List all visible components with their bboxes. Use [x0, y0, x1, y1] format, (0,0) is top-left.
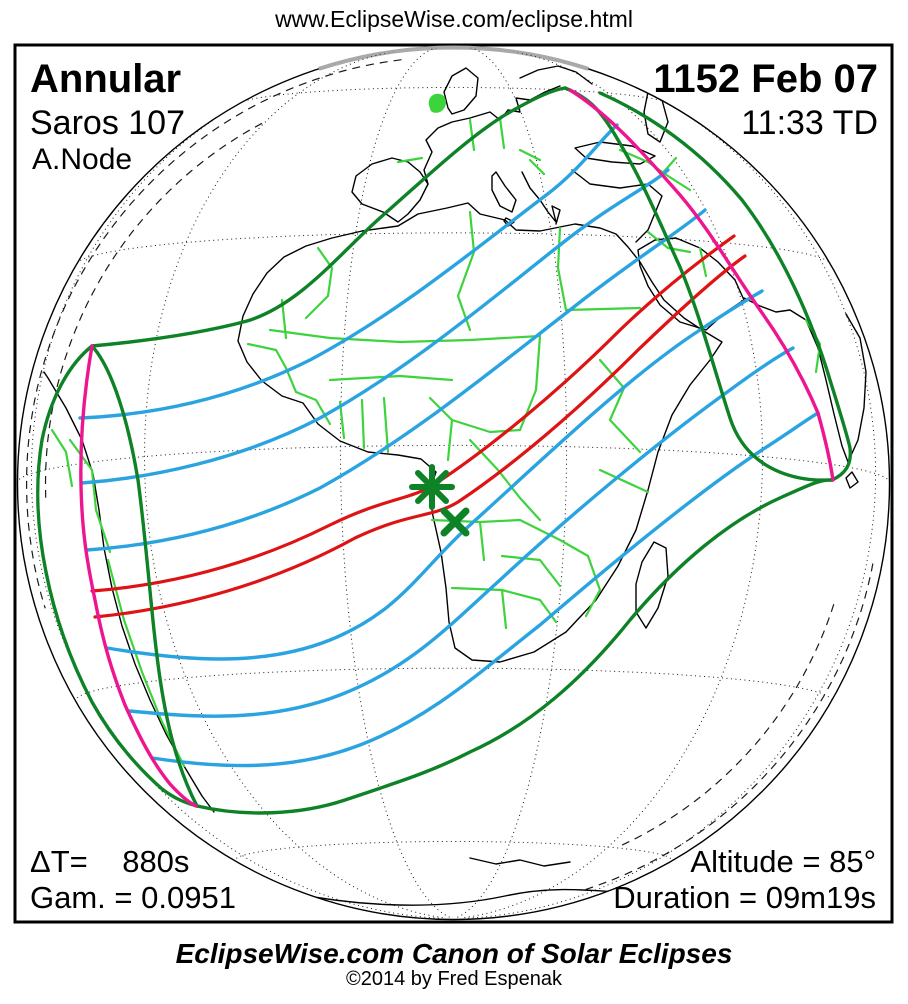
greatest-eclipse-marker — [409, 464, 455, 510]
limb-shading — [318, 45, 589, 71]
southern-limit-curve — [195, 478, 834, 815]
western-inner-limit-curve — [90, 344, 199, 808]
northern-limit-curve — [90, 86, 567, 348]
duration-label: Duration = 09m19s — [613, 880, 876, 915]
canon-title: EclipseWise.com Canon of Solar Eclipses — [175, 938, 733, 969]
map-frame-border — [13, 43, 894, 924]
sunrise-curve — [79, 344, 198, 808]
copyright-text: ©2014 by Fred Espenak — [346, 968, 562, 990]
western-outer-limit-curve — [36, 344, 199, 808]
page-url-text: www.EclipseWise.com/eclipse.html — [275, 6, 633, 32]
terminator-dashed-arcs — [26, 59, 875, 891]
altitude-label: Altitude = 85° — [690, 844, 876, 879]
eastern-inner-limit-curve — [563, 86, 834, 482]
ireland-landmass — [428, 93, 446, 113]
gamma-label: Gam. = 0.0951 — [30, 880, 236, 915]
eclipse-type-label: Annular — [30, 57, 182, 101]
sunrise-sunset-curves — [79, 88, 835, 808]
eastern-outer-limit-curve — [598, 91, 853, 482]
node-label: A.Node — [32, 143, 133, 176]
eclipse-time-label: 11:33 TD — [741, 104, 878, 142]
graticule-grid — [17, 47, 890, 920]
globe-outline — [16, 46, 891, 921]
greatest-duration-x-marker — [440, 507, 470, 537]
sunset-curve — [568, 88, 835, 482]
penumbral-limits — [36, 86, 853, 815]
saros-label: Saros 107 — [30, 104, 185, 142]
eclipse-date-label: 1152 Feb 07 — [653, 57, 878, 101]
delta-t-label: ΔT= 880s — [30, 844, 190, 879]
